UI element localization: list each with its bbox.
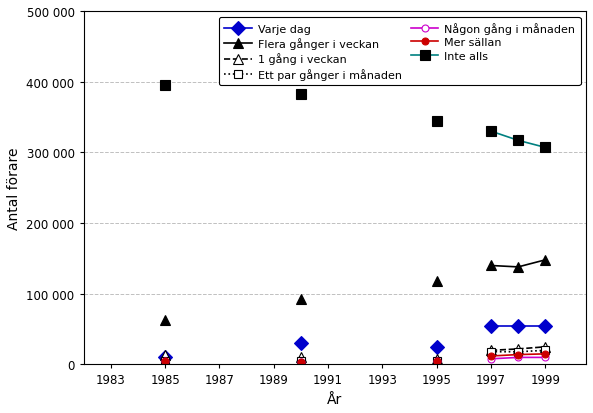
Varje dag: [542, 323, 549, 328]
Mer sällan: [542, 351, 549, 356]
Line: 1 gång i veckan: 1 gång i veckan: [486, 342, 550, 355]
Ett par gånger i månaden: [542, 348, 549, 353]
Line: Inte alls: Inte alls: [486, 127, 550, 153]
Någon gång i månaden: [487, 356, 495, 361]
Någon gång i månaden: [515, 355, 522, 360]
Ett par gånger i månaden: [515, 349, 522, 354]
Inte alls: [542, 145, 549, 150]
Varje dag: [487, 323, 495, 328]
Flera gånger i veckan: [542, 258, 549, 263]
Line: Någon gång i månaden: Någon gång i månaden: [487, 354, 549, 363]
Mer sällan: [487, 354, 495, 358]
Legend: Varje dag, Flera gånger i veckan, 1 gång i veckan, Ett par gånger i månaden, Någ: Varje dag, Flera gånger i veckan, 1 gång…: [219, 17, 581, 86]
Inte alls: [515, 138, 522, 143]
1 gång i veckan: [487, 348, 495, 353]
Ett par gånger i månaden: [487, 349, 495, 354]
X-axis label: År: År: [327, 392, 343, 406]
1 gång i veckan: [542, 344, 549, 349]
Mer sällan: [515, 352, 522, 357]
Flera gånger i veckan: [487, 263, 495, 268]
Y-axis label: Antal förare: Antal förare: [7, 147, 21, 229]
Varje dag: [515, 323, 522, 328]
Line: Flera gånger i veckan: Flera gånger i veckan: [486, 255, 550, 272]
Line: Ett par gånger i månaden: Ett par gånger i månaden: [487, 347, 550, 356]
Flera gånger i veckan: [515, 265, 522, 270]
Någon gång i månaden: [542, 355, 549, 360]
Line: Varje dag: Varje dag: [486, 321, 550, 331]
Inte alls: [487, 129, 495, 134]
Line: Mer sällan: Mer sällan: [487, 351, 549, 360]
1 gång i veckan: [515, 347, 522, 351]
